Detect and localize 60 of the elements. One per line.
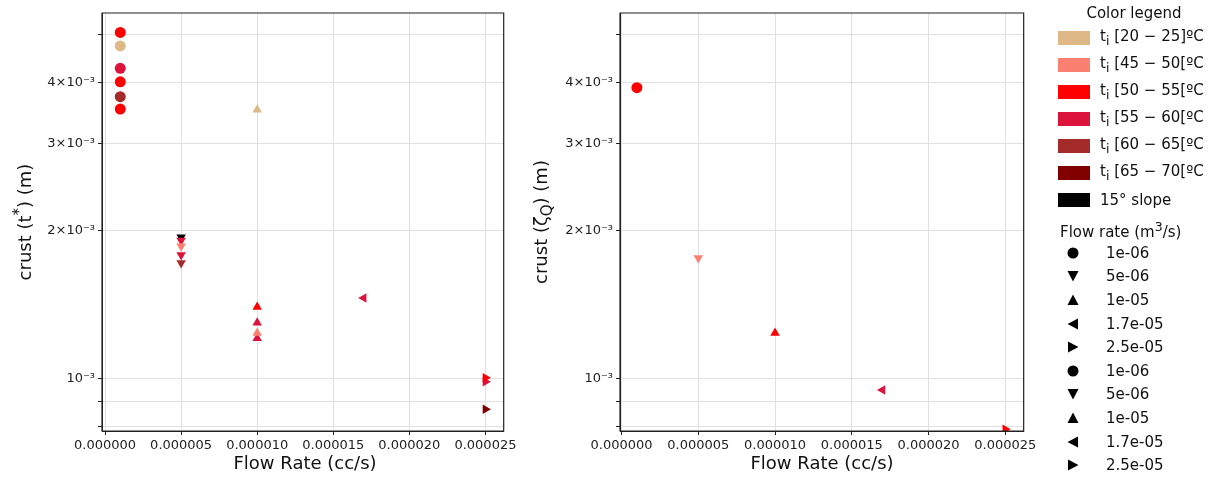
y-tick-label: 2×10⁻³ xyxy=(565,221,613,237)
y-tick-label: 4×10⁻³ xyxy=(47,73,95,89)
text: Flow rate (m$^{3}$/s) xyxy=(1060,218,1183,241)
legend-label: 15° slope xyxy=(1100,190,1172,209)
legend-label: t$_{i}$ [60 − 65[ºC xyxy=(1100,135,1204,156)
point xyxy=(252,301,262,310)
point xyxy=(482,372,491,383)
text: 5e-06 xyxy=(1106,385,1150,404)
text: 2.5e-05 xyxy=(1106,338,1164,357)
legend-label: t$_{i}$ [55 − 60[ºC xyxy=(1100,108,1204,129)
point xyxy=(114,91,126,103)
point xyxy=(631,82,643,94)
point xyxy=(176,260,186,269)
point xyxy=(114,76,126,88)
legend-label: t$_{i}$ [65 − 70[ºC xyxy=(1100,162,1204,183)
point xyxy=(770,327,780,336)
point xyxy=(114,103,126,115)
text: 2.5e-05 xyxy=(1106,456,1164,475)
y-tick-label: 10⁻³ xyxy=(584,370,613,386)
point xyxy=(114,40,126,52)
point xyxy=(176,243,186,252)
x-axis-title: Flow Rate (cc/s) xyxy=(232,452,378,473)
point xyxy=(114,62,126,74)
y-tick-label: 3×10⁻³ xyxy=(47,135,95,151)
x-tick-label: 0.000005 xyxy=(667,437,730,453)
x-tick-label: 0.000025 xyxy=(974,437,1037,453)
x-tick-label: 0.000000 xyxy=(74,437,137,453)
x-tick-label: 0.000020 xyxy=(378,437,441,453)
x-tick-label: 0.000005 xyxy=(150,437,213,453)
y-tick-label: 2×10⁻³ xyxy=(47,221,95,237)
text: 5e-06 xyxy=(1106,267,1150,286)
point xyxy=(252,104,262,113)
point xyxy=(482,404,491,414)
text: 1.7e-05 xyxy=(1106,432,1164,451)
y-tick-label: 10⁻³ xyxy=(66,370,95,386)
text: 1e-06 xyxy=(1106,243,1150,262)
text: 1.7e-05 xyxy=(1106,314,1164,333)
y-tick-label: 3×10⁻³ xyxy=(565,135,613,151)
text: 1e-06 xyxy=(1106,361,1150,380)
x-tick-label: 0.000010 xyxy=(744,437,807,453)
legend-label: t$_{i}$ [20 − 25]ºC xyxy=(1100,27,1204,48)
legend-label: t$_{i}$ [50 − 55[ºC xyxy=(1100,81,1204,102)
x-axis-title: Flow Rate (cc/s) xyxy=(749,452,895,473)
x-tick-label: 0.000015 xyxy=(302,437,365,453)
text: 1e-05 xyxy=(1106,408,1150,427)
point xyxy=(176,252,186,261)
point xyxy=(358,293,367,303)
x-tick-label: 0.000000 xyxy=(590,437,653,453)
point xyxy=(252,327,262,336)
legend-title: Color legend xyxy=(1085,3,1183,24)
x-tick-label: 0.000010 xyxy=(226,437,289,453)
y-tick-label: 4×10⁻³ xyxy=(565,73,613,89)
x-tick-label: 0.000025 xyxy=(454,437,517,453)
x-tick-label: 0.000020 xyxy=(897,437,960,453)
point xyxy=(876,385,886,395)
point xyxy=(114,26,126,38)
point xyxy=(252,317,262,326)
legend-label: t$_{i}$ [45 − 50[ºC xyxy=(1100,54,1204,75)
text: 1e-05 xyxy=(1106,290,1150,309)
x-tick-label: 0.000015 xyxy=(820,437,883,453)
